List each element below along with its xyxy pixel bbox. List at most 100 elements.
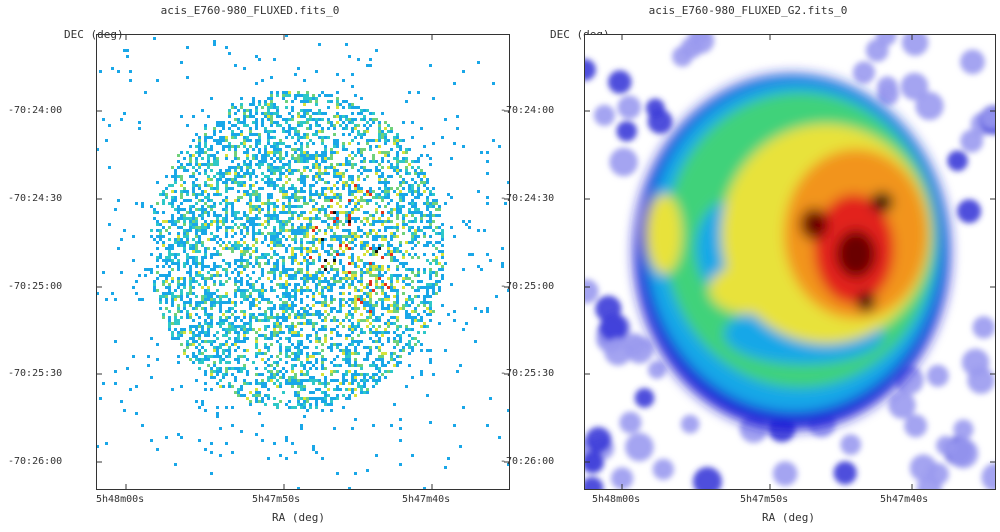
count-pixel — [378, 151, 381, 154]
count-pixel — [261, 295, 264, 298]
count-pixel — [297, 400, 300, 403]
count-pixel — [315, 397, 318, 400]
count-pixel — [393, 352, 396, 355]
count-pixel — [333, 343, 336, 346]
count-pixel — [351, 388, 354, 391]
count-pixel — [414, 229, 417, 232]
count-pixel — [324, 358, 327, 361]
count-pixel — [339, 247, 342, 250]
count-pixel — [318, 292, 321, 295]
count-pixel — [186, 217, 189, 220]
count-pixel — [339, 205, 342, 208]
count-pixel — [261, 256, 264, 259]
count-pixel — [207, 334, 210, 337]
count-pixel — [237, 358, 240, 361]
count-pixel — [201, 208, 204, 211]
count-pixel — [279, 190, 282, 193]
left-heatmap-plot[interactable] — [96, 34, 510, 490]
count-pixel — [261, 319, 264, 322]
count-pixel — [399, 334, 402, 337]
count-pixel — [204, 322, 207, 325]
count-pixel — [201, 352, 204, 355]
count-pixel — [369, 316, 372, 319]
count-pixel — [231, 220, 234, 223]
count-pixel — [168, 226, 171, 229]
count-pixel — [342, 325, 345, 328]
count-pixel — [105, 139, 108, 142]
count-pixel — [405, 325, 408, 328]
count-pixel — [261, 373, 264, 376]
count-pixel — [255, 250, 258, 253]
count-pixel — [408, 202, 411, 205]
noise-blob — [625, 432, 654, 462]
count-pixel — [273, 58, 276, 61]
count-pixel — [417, 235, 420, 238]
count-pixel — [303, 364, 306, 367]
count-pixel — [312, 304, 315, 307]
count-pixel — [348, 190, 351, 193]
count-pixel — [267, 259, 270, 262]
count-pixel — [252, 361, 255, 364]
count-pixel — [234, 154, 237, 157]
count-pixel — [366, 262, 369, 265]
count-pixel — [282, 118, 285, 121]
count-pixel — [162, 235, 165, 238]
count-pixel — [192, 343, 195, 346]
noise-blob — [652, 458, 674, 480]
count-pixel — [366, 241, 369, 244]
count-pixel — [234, 157, 237, 160]
count-pixel — [270, 280, 273, 283]
count-pixel — [402, 196, 405, 199]
count-pixel — [237, 388, 240, 391]
count-pixel — [366, 355, 369, 358]
count-pixel — [177, 295, 180, 298]
count-pixel — [312, 250, 315, 253]
count-pixel — [462, 268, 465, 271]
count-pixel — [279, 454, 282, 457]
count-pixel — [285, 91, 288, 94]
count-pixel — [507, 181, 510, 184]
count-pixel — [420, 370, 423, 373]
count-pixel — [195, 334, 198, 337]
count-pixel — [378, 220, 381, 223]
count-pixel — [417, 193, 420, 196]
count-pixel — [213, 265, 216, 268]
count-pixel — [195, 346, 198, 349]
right-heatmap-plot[interactable] — [584, 34, 996, 490]
count-pixel — [372, 244, 375, 247]
count-pixel — [366, 232, 369, 235]
count-pixel — [258, 277, 261, 280]
count-pixel — [291, 301, 294, 304]
count-pixel — [309, 397, 312, 400]
count-pixel — [306, 361, 309, 364]
count-pixel — [417, 241, 420, 244]
count-pixel — [231, 136, 234, 139]
count-pixel — [252, 133, 255, 136]
count-pixel — [288, 208, 291, 211]
count-pixel — [309, 274, 312, 277]
count-pixel — [171, 214, 174, 217]
count-pixel — [210, 136, 213, 139]
count-pixel — [303, 280, 306, 283]
count-pixel — [192, 238, 195, 241]
count-pixel — [195, 241, 198, 244]
count-pixel — [291, 100, 294, 103]
count-pixel — [198, 193, 201, 196]
count-pixel — [282, 313, 285, 316]
count-pixel — [399, 262, 402, 265]
count-pixel — [165, 277, 168, 280]
count-pixel — [297, 130, 300, 133]
count-pixel — [183, 262, 186, 265]
count-pixel — [282, 256, 285, 259]
count-pixel — [366, 202, 369, 205]
count-pixel — [396, 310, 399, 313]
count-pixel — [213, 361, 216, 364]
count-pixel — [486, 151, 489, 154]
count-pixel — [237, 184, 240, 187]
count-pixel — [117, 247, 120, 250]
count-pixel — [141, 202, 144, 205]
count-pixel — [267, 208, 270, 211]
count-pixel — [285, 319, 288, 322]
count-pixel — [201, 265, 204, 268]
count-pixel — [291, 109, 294, 112]
